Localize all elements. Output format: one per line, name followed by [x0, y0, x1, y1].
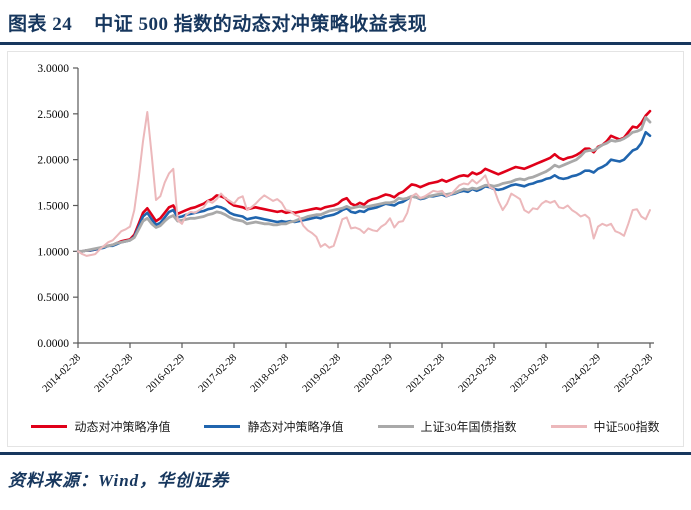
x-tick-label: 2021-02-28	[405, 352, 447, 394]
x-tick-label: 2025-02-28	[613, 352, 655, 394]
x-tick-label: 2017-02-28	[197, 352, 239, 394]
legend-swatch	[31, 425, 68, 428]
figure-title: 中证 500 指数的动态对冲策略收益表现	[94, 14, 428, 35]
legend-label: 中证500指数	[593, 420, 660, 434]
x-tick-label: 2014-02-28	[41, 352, 83, 394]
x-tick-label: 2020-02-29	[353, 352, 395, 394]
series-line	[76, 116, 652, 253]
y-tick-label: 1.5000	[37, 201, 69, 213]
x-tick-label: 2018-02-28	[249, 352, 291, 394]
x-tick-label: 2015-02-28	[93, 352, 135, 394]
y-tick-label: 2.5000	[37, 109, 69, 121]
legend-label: 动态对冲策略净值	[74, 420, 171, 434]
figure-header: 图表 24 中证 500 指数的动态对冲策略收益表现	[0, 0, 691, 42]
figure-label: 图表 24	[8, 14, 73, 35]
legend-item-2: 静态对冲策略净值	[204, 418, 344, 435]
legend-label: 上证30年国债指数	[420, 420, 517, 434]
legend-item-4: 中证500指数	[550, 418, 660, 435]
legend-swatch	[550, 425, 587, 428]
legend-item-1: 动态对冲策略净值	[31, 418, 170, 435]
header-divider	[0, 42, 691, 45]
series-line	[77, 111, 651, 257]
x-tick-label: 2023-02-28	[509, 352, 551, 394]
footer-divider	[0, 452, 691, 455]
y-tick-label: 0.0000	[37, 338, 69, 350]
chart-legend: 动态对冲策略净值 静态对冲策略净值 上证30年国债指数 中证500指数	[8, 417, 683, 444]
x-tick-label: 2022-02-28	[457, 352, 499, 394]
y-tick-label: 1.0000	[37, 246, 69, 258]
legend-swatch	[204, 425, 241, 428]
series-line	[76, 109, 652, 253]
y-tick-label: 2.0000	[37, 155, 69, 167]
x-tick-label: 2016-02-29	[145, 352, 187, 394]
y-tick-label: 3.0000	[37, 63, 69, 75]
chart-area: 0.0000 0.5000 1.0000 1.5000 2.0000 2.5000 3.00…	[7, 51, 684, 447]
legend-swatch	[377, 425, 414, 428]
series-line	[76, 130, 652, 253]
legend-label: 静态对冲策略净值	[247, 420, 344, 434]
x-tick-label: 2019-02-28	[301, 352, 343, 394]
line-chart: 0.0000 0.5000 1.0000 1.5000 2.0000 2.5000 3.00…	[37, 63, 655, 395]
source-note: 资料来源：Wind，华创证券	[8, 471, 230, 490]
y-tick-label: 0.5000	[37, 292, 69, 304]
x-tick-label: 2024-02-29	[561, 352, 603, 394]
legend-item-3: 上证30年国债指数	[377, 418, 517, 435]
